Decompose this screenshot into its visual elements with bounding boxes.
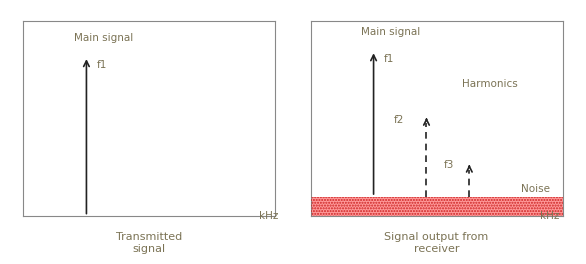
- Text: Main signal: Main signal: [361, 27, 420, 37]
- Text: Transmitted
signal: Transmitted signal: [116, 232, 183, 254]
- Text: Harmonics: Harmonics: [462, 79, 517, 89]
- Text: f1: f1: [384, 54, 394, 64]
- Text: Signal output from
receiver: Signal output from receiver: [384, 232, 489, 254]
- Text: f1: f1: [97, 60, 107, 70]
- Text: Noise: Noise: [521, 184, 550, 194]
- Text: kHz: kHz: [540, 211, 560, 221]
- Text: f2: f2: [394, 115, 404, 125]
- Text: f3: f3: [444, 160, 455, 170]
- Text: Main signal: Main signal: [74, 33, 133, 43]
- Text: kHz: kHz: [259, 211, 278, 221]
